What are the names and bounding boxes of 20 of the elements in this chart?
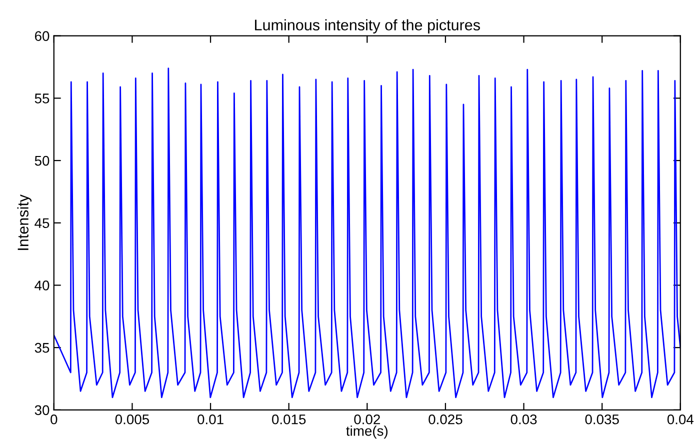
x-tick-label: 0.03: [510, 414, 537, 424]
y-axis-title: Intensity: [17, 194, 32, 250]
y-tick-label: 60: [34, 31, 50, 42]
x-tick-label: 0: [50, 414, 58, 424]
chart-title: Luminous intensity of the pictures: [255, 19, 480, 34]
x-tick-label: 0.015: [272, 414, 306, 424]
y-tick-label: 35: [34, 342, 50, 353]
y-tick-label: 30: [34, 405, 50, 416]
x-tick-label: 0.02: [354, 414, 380, 424]
x-tick-label: 0.005: [115, 414, 150, 424]
x-tick-label: 0.04: [667, 414, 694, 424]
x-tick-label: 0.035: [585, 414, 619, 424]
x-axis-title: time(s): [346, 426, 388, 439]
y-tick-label: 45: [34, 218, 50, 228]
y-tick-label: 55: [34, 94, 50, 104]
y-tick-label: 40: [34, 280, 50, 290]
x-tick-label: 0.01: [198, 414, 224, 424]
x-tick-label: 0.025: [428, 414, 462, 424]
line-series: [54, 68, 680, 398]
y-tick-label: 50: [34, 156, 50, 166]
